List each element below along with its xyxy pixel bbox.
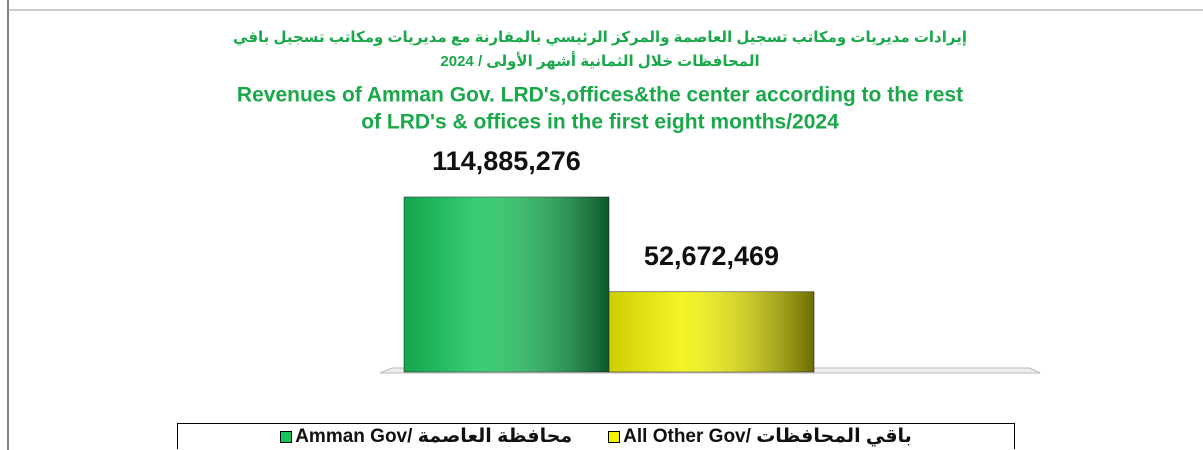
- chart-subtitle: Revenues of Amman Gov. LRD's,offices&the…: [237, 84, 963, 107]
- chart-title: المحافظات خلال الثمانية أشهر الأولى / 20…: [440, 51, 759, 70]
- legend-label: Amman Gov/ محافظة العاصمة: [295, 426, 573, 447]
- legend-item: Amman Gov/ محافظة العاصمة: [280, 425, 572, 448]
- bar-shade: [404, 197, 609, 372]
- legend: Amman Gov/ محافظة العاصمة All Other Gov/ …: [177, 423, 1015, 449]
- value-label: 52,672,469: [644, 241, 779, 271]
- legend-item: All Other Gov/ باقي المحافظات: [608, 425, 912, 448]
- legend-swatch: [280, 430, 293, 443]
- legend-swatch: [608, 430, 621, 443]
- legend-label: All Other Gov/ باقي المحافظات: [623, 426, 912, 447]
- chart-subtitle: of LRD's & offices in the first eight mo…: [361, 111, 839, 134]
- chart-title: إيرادات مديريات ومكاتب تسجيل العاصمة وال…: [233, 29, 967, 46]
- bar-shade: [609, 291, 814, 372]
- value-label: 114,885,276: [432, 146, 581, 176]
